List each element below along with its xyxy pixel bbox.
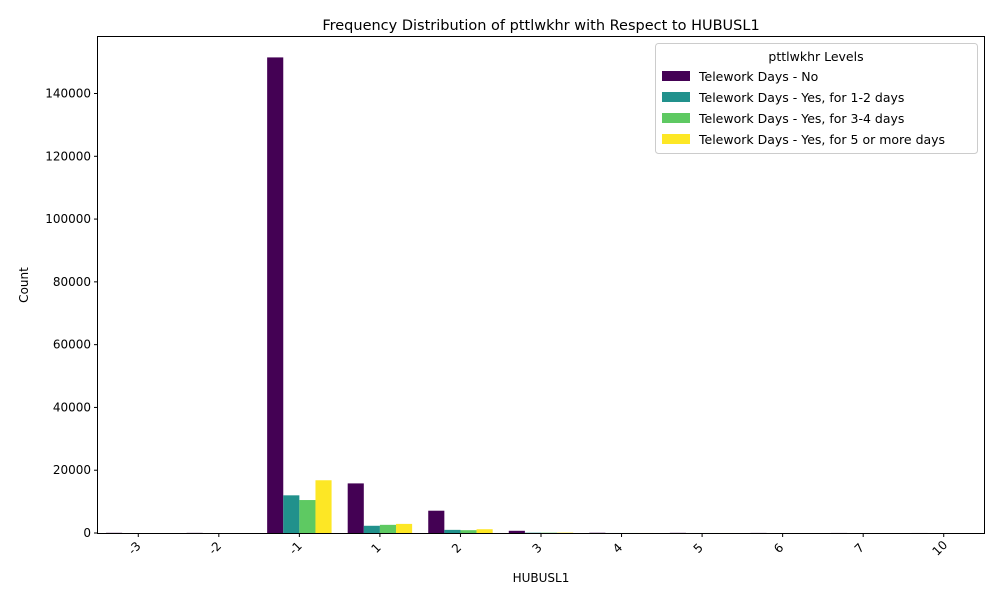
legend-label-1: Telework Days - Yes, for 1-2 days <box>698 90 904 105</box>
bar-2-series-2 <box>460 530 477 533</box>
bar-3-series-0 <box>508 530 525 533</box>
y-tick-label: 0 <box>83 526 91 540</box>
y-tick-label: 60000 <box>53 338 91 352</box>
legend: pttlwkhr Levels Telework Days - NoTelewo… <box>655 43 978 154</box>
legend-swatch-0 <box>662 71 690 81</box>
legend-label-2: Telework Days - Yes, for 3-4 days <box>698 111 904 126</box>
x-axis-label: HUBUSL1 <box>513 571 570 585</box>
bar-1-series-3 <box>396 523 413 533</box>
y-tick-label: 120000 <box>45 149 91 163</box>
chart-title: Frequency Distribution of pttlwkhr with … <box>322 18 759 34</box>
y-tick-label: 140000 <box>45 87 91 101</box>
legend-entries: Telework Days - No Telework Days - Yes, f… <box>662 69 945 147</box>
legend-label-0: Telework Days - No <box>698 69 818 84</box>
bar-2-series-3 <box>476 529 493 533</box>
y-axis-label: Count <box>17 267 31 303</box>
y-tick-label: 80000 <box>53 275 91 289</box>
y-tick-label: 40000 <box>53 400 91 414</box>
bar-1-series-2 <box>379 524 397 533</box>
bar--1-series-2 <box>299 500 316 533</box>
bar-1-series-0 <box>347 483 364 533</box>
bar--1-series-3 <box>315 480 332 533</box>
bar--1-series-0 <box>267 57 284 533</box>
bar-2-series-0 <box>428 510 445 533</box>
legend-swatch-3 <box>662 134 690 144</box>
legend-box <box>655 43 978 154</box>
legend-swatch-1 <box>662 92 690 102</box>
y-tick-label: 20000 <box>53 463 91 477</box>
bar--1-series-1 <box>283 495 300 533</box>
bar-1-series-1 <box>363 525 380 533</box>
y-tick-label: 100000 <box>45 212 91 226</box>
legend-swatch-2 <box>662 113 690 123</box>
legend-title: pttlwkhr Levels <box>768 49 863 64</box>
plot-frame <box>97 36 985 534</box>
bars-layer <box>106 57 928 533</box>
bar-2-series-1 <box>444 529 461 533</box>
legend-label-3: Telework Days - Yes, for 5 or more days <box>698 132 945 147</box>
